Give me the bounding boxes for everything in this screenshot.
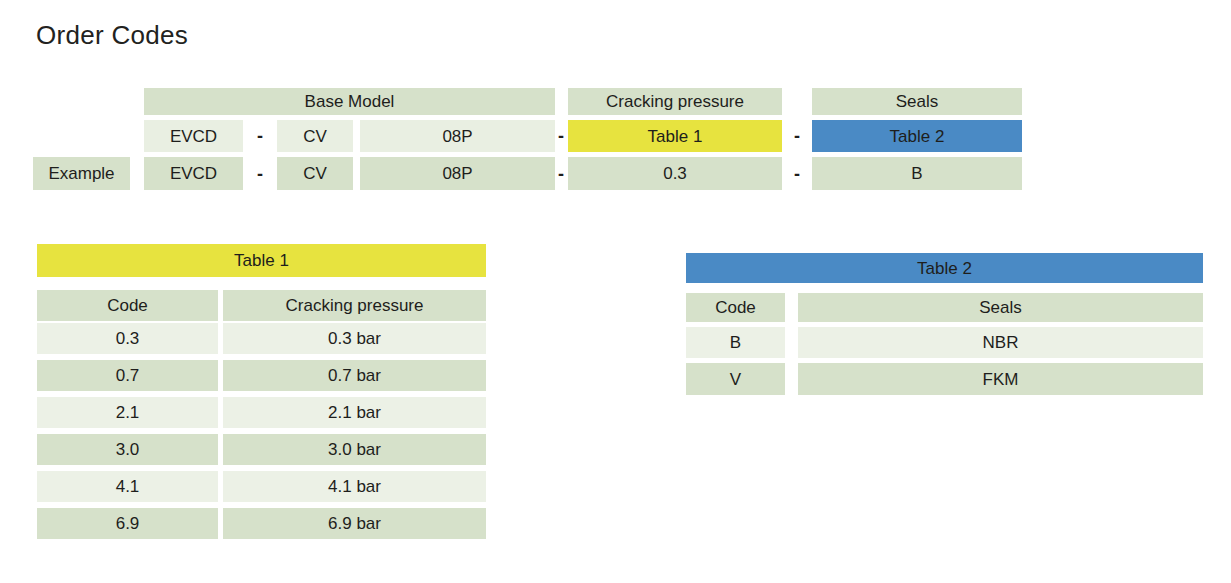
table1-row-code: 0.3: [37, 323, 218, 354]
model-brand-cell: EVCD: [144, 120, 243, 152]
separator-dash: -: [553, 120, 569, 152]
base-model-header: Base Model: [144, 88, 555, 115]
table1-row-value: 0.3 bar: [223, 323, 486, 354]
order-codes-page: Order Codes Base Model Cracking pressure…: [0, 0, 1231, 583]
example-size-cell: 08P: [360, 157, 555, 190]
table1-column-header-value: Cracking pressure: [223, 290, 486, 321]
table1-row-value: 4.1 bar: [223, 471, 486, 502]
table2-row-code: V: [686, 363, 785, 395]
model-series-cell: CV: [277, 120, 353, 152]
example-pressure-cell: 0.3: [568, 157, 782, 190]
example-brand-cell: EVCD: [144, 157, 243, 190]
table1-row-value: 2.1 bar: [223, 397, 486, 428]
cracking-pressure-header: Cracking pressure: [568, 88, 782, 115]
separator-dash: -: [782, 157, 812, 190]
example-label: Example: [33, 157, 130, 190]
table2-row-code: B: [686, 327, 785, 358]
table2-row-value: NBR: [798, 327, 1203, 358]
seals-header: Seals: [812, 88, 1022, 115]
table1-title: Table 1: [37, 244, 486, 277]
separator-dash: -: [782, 120, 812, 152]
table1-row-code: 4.1: [37, 471, 218, 502]
page-title: Order Codes: [36, 20, 188, 51]
example-series-cell: CV: [277, 157, 353, 190]
table1-row-value: 6.9 bar: [223, 508, 486, 539]
table2-row-value: FKM: [798, 363, 1203, 395]
table1-reference-cell: Table 1: [568, 120, 782, 152]
table1-row-code: 0.7: [37, 360, 218, 391]
table1-row-value: 0.7 bar: [223, 360, 486, 391]
model-size-cell: 08P: [360, 120, 555, 152]
table2-column-header-value: Seals: [798, 293, 1203, 322]
separator-dash: -: [243, 120, 277, 152]
table1-column-header-code: Code: [37, 290, 218, 321]
table1-row-code: 2.1: [37, 397, 218, 428]
table1-row-code: 6.9: [37, 508, 218, 539]
table1-row-value: 3.0 bar: [223, 434, 486, 465]
table1-row-code: 3.0: [37, 434, 218, 465]
separator-dash: -: [553, 157, 569, 190]
separator-dash: -: [243, 157, 277, 190]
example-seal-cell: B: [812, 157, 1022, 190]
table2-title: Table 2: [686, 253, 1203, 283]
table2-column-header-code: Code: [686, 293, 785, 322]
table2-reference-cell: Table 2: [812, 120, 1022, 152]
